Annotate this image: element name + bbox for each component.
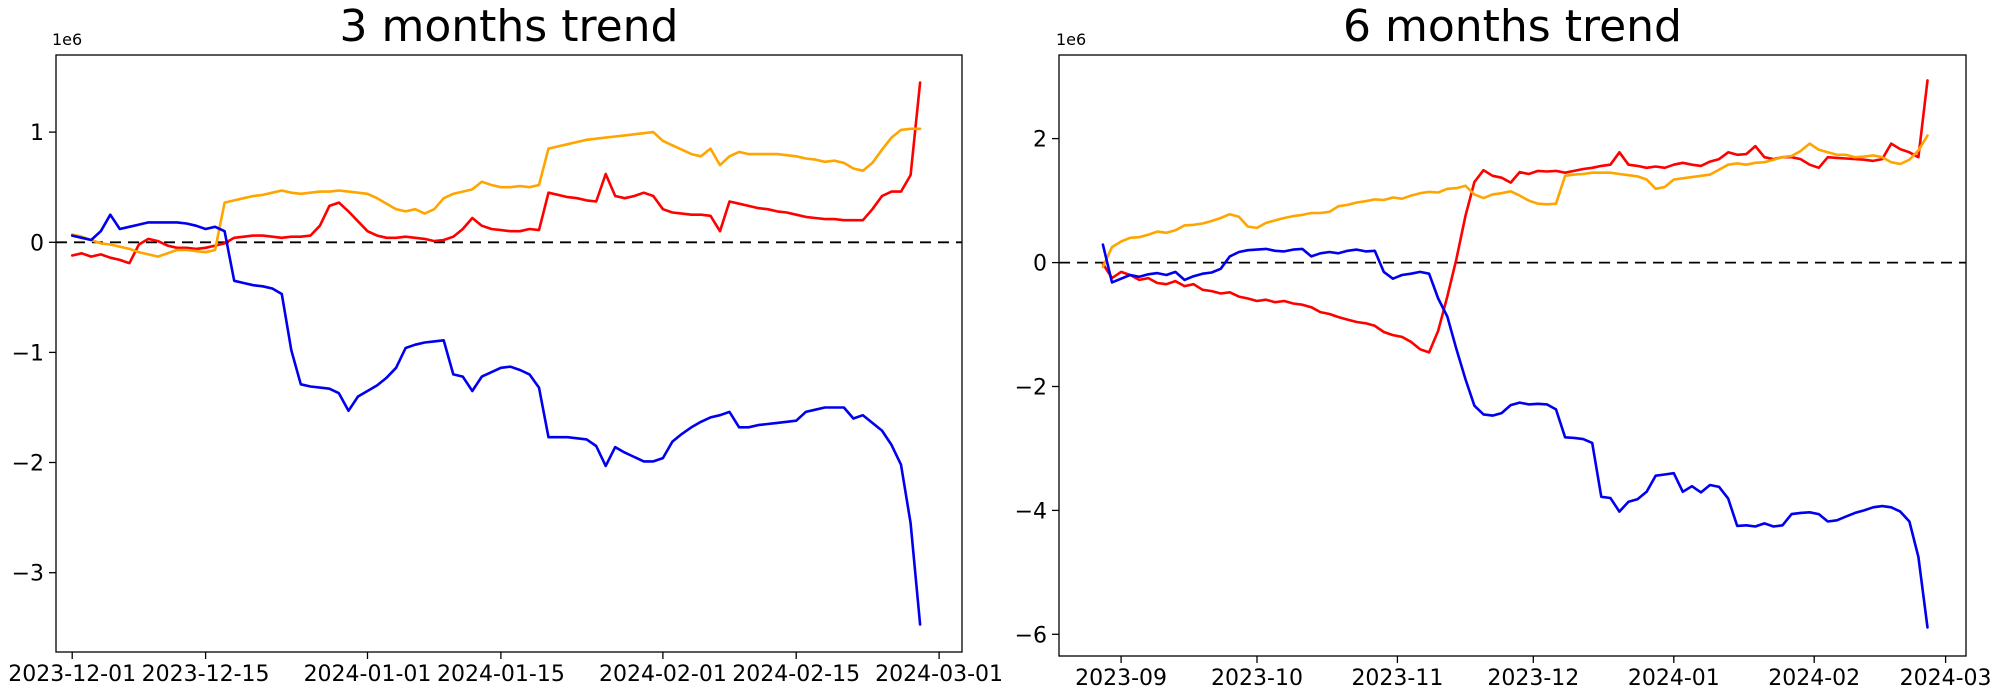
- series-line-blue: [1101, 243, 1929, 629]
- x-tick-label: 2023-12-15: [142, 662, 270, 687]
- x-tick-label: 2024-02: [1768, 666, 1860, 691]
- y-tick-label: −4: [1015, 499, 1047, 524]
- series-line-red: [70, 81, 922, 265]
- y-tick-label: 1: [30, 121, 44, 146]
- y-tick-label: −2: [12, 452, 44, 477]
- x-tick-label: 2023-10: [1211, 666, 1303, 691]
- x-tick-label: 2024-03: [1900, 666, 1992, 691]
- y-axis-scale-label-left: 1e6: [52, 30, 83, 49]
- x-tick-label: 2023-12-01: [8, 662, 136, 687]
- x-tick-label: 2023-09: [1075, 666, 1167, 691]
- x-tick-label: 2024-03-01: [875, 662, 1003, 687]
- y-tick-label: 0: [1033, 252, 1047, 277]
- series-line-orange: [1101, 134, 1929, 269]
- y-tick-label: 0: [30, 231, 44, 256]
- x-tick-label: 2024-01-15: [437, 662, 565, 687]
- x-tick-label: 2024-01-01: [304, 662, 432, 687]
- y-tick-label: −1: [12, 341, 44, 366]
- y-tick-label: 2: [1033, 128, 1047, 153]
- y-tick-label: −3: [12, 562, 44, 587]
- series-line-blue: [70, 213, 922, 626]
- chart-title-3-months: 3 months trend: [339, 1, 679, 52]
- axes-frame: [1058, 54, 1967, 657]
- chart-title-6-months: 6 months trend: [1343, 1, 1682, 52]
- x-tick-label: 2023-12: [1487, 666, 1579, 691]
- x-tick-label: 2024-02-01: [599, 662, 727, 687]
- x-tick-label: 2023-11: [1351, 666, 1443, 691]
- x-tick-label: 2024-02-15: [732, 662, 860, 687]
- y-axis-scale-label-right: 1e6: [1056, 30, 1087, 49]
- y-tick-label: −2: [1015, 376, 1047, 401]
- series-line-orange: [70, 127, 922, 258]
- x-tick-label: 2024-01: [1628, 666, 1720, 691]
- axes-frame: [55, 54, 963, 653]
- y-tick-label: −6: [1015, 623, 1047, 648]
